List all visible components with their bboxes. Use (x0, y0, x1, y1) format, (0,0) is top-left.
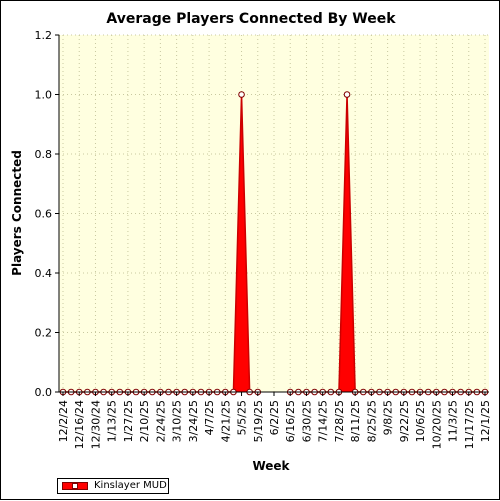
y-tick-label: 1.0 (35, 89, 53, 102)
y-axis-label: Players Connected (10, 150, 24, 276)
y-tick-label: 1.2 (35, 29, 53, 42)
x-tick-label: 6/16/25 (284, 400, 297, 442)
y-tick-label: 0.8 (35, 148, 53, 161)
x-tick-label: 7/14/25 (317, 400, 330, 442)
x-tick-label: 10/20/25 (430, 400, 443, 449)
x-tick-label: 12/2/24 (57, 400, 70, 442)
x-tick-label: 4/21/25 (219, 400, 232, 442)
x-tick-label: 1/13/25 (106, 400, 119, 442)
x-tick-label: 3/24/25 (187, 400, 200, 442)
x-tick-label: 8/25/25 (365, 400, 378, 442)
y-tick-label: 0.2 (35, 327, 53, 340)
x-tick-label: 7/28/25 (333, 400, 346, 442)
y-tick-label: 0.6 (35, 208, 53, 221)
x-tick-label: 4/7/25 (203, 400, 216, 435)
x-tick-label: 5/19/25 (252, 400, 265, 442)
x-tick-label: 10/6/25 (414, 400, 427, 442)
axes: 0.0 0.2 0.4 0.6 0.8 1.0 1.2 12/2/24 12/16/24 12/3… (35, 29, 493, 449)
x-tick-label: 3/10/25 (171, 400, 184, 442)
x-tick-label: 6/2/25 (268, 400, 281, 435)
x-tick-label: 9/8/25 (382, 400, 395, 435)
data-point (238, 91, 245, 98)
legend: Kinslayer MUD (57, 478, 169, 494)
x-tick-label: 5/5/25 (236, 400, 249, 435)
x-tick-label: 2/10/25 (138, 400, 151, 442)
x-axis-label: Week (252, 459, 290, 473)
y-tick-label: 0.0 (35, 386, 53, 399)
x-tick-label: 9/22/25 (398, 400, 411, 442)
x-tick-label: 8/11/25 (349, 400, 362, 442)
chart-title: Average Players Connected By Week (106, 11, 396, 27)
x-tick-label: 11/17/25 (463, 400, 476, 449)
legend-label: Kinslayer MUD (94, 480, 167, 491)
x-tick-label: 12/16/24 (73, 400, 86, 449)
x-tick-label: 6/30/25 (300, 400, 313, 442)
x-tick-label: 2/24/25 (154, 400, 167, 442)
x-tick-label: 12/30/24 (89, 400, 102, 449)
plot-area (59, 35, 489, 392)
x-tick-label: 12/1/25 (479, 400, 492, 442)
x-tick-label: 1/27/25 (122, 400, 135, 442)
legend-marker (72, 483, 78, 489)
y-tick-label: 0.4 (35, 267, 53, 280)
x-tick-label: 11/3/25 (447, 400, 460, 442)
data-point (343, 91, 351, 98)
series-area (63, 94, 258, 392)
